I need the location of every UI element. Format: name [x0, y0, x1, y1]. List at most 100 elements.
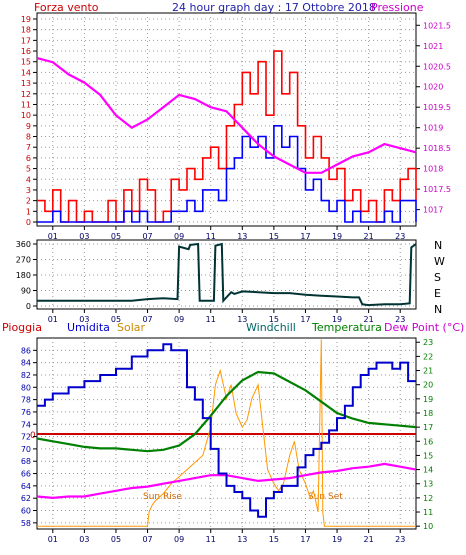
pressure-axis-title: Pressione	[371, 1, 424, 14]
dir-label-w: W	[434, 255, 445, 268]
wind-axis-title: Forza vento	[34, 1, 99, 14]
temperature-y-tick-label: 10	[423, 522, 433, 531]
sun-rise-label: Sun Rise	[143, 492, 182, 502]
chart-title: 24 hour graph day : 17 Ottobre 2018	[172, 1, 376, 14]
top-x-tick-label: 11	[206, 232, 216, 241]
wind-y-tick-label: 9	[26, 122, 31, 131]
direction-y-tick-label: 90	[21, 287, 31, 296]
legend-temperatura: Temperatura	[311, 321, 382, 334]
mid-x-tick-label: 05	[111, 315, 121, 324]
temperature-y-tick-label: 13	[423, 480, 433, 489]
umidita-series-line	[37, 343, 416, 518]
pressure-y-tick-label: 1017	[423, 206, 443, 215]
top-x-tick-label: 01	[48, 232, 58, 241]
top-x-tick-label: 23	[395, 232, 405, 241]
temperature-y-tick-label: 12	[423, 494, 433, 503]
umidita-y-tick-label: 66	[21, 470, 31, 479]
wind-y-tick-label: 17	[21, 36, 31, 45]
umidita-y-tick-label: 86	[21, 346, 31, 355]
pressure-y-tick-label: 1019	[423, 124, 443, 133]
legend-dewpoint: Dew Point (°C)	[384, 321, 464, 334]
wind-y-tick-label: 18	[21, 26, 31, 35]
umidita-y-tick-label: 60	[21, 507, 31, 516]
pressure-y-tick-label: 1018	[423, 165, 443, 174]
temperature-series-line	[36, 370, 417, 453]
bottom-x-tick-label: 05	[111, 535, 121, 544]
dir-label-s: S	[434, 271, 441, 284]
umidita-y-tick-label: 62	[21, 494, 31, 503]
top-x-tick-label: 05	[111, 232, 121, 241]
wind-y-tick-label: 16	[21, 47, 31, 56]
wind-y-tick-label: 19	[21, 15, 31, 24]
mid-x-tick-label: 23	[395, 315, 405, 324]
wind-y-tick-label: 7	[26, 143, 31, 152]
wind-y-tick-label: 14	[21, 68, 31, 77]
pressure-y-tick-label: 1017.5	[423, 185, 451, 194]
top-x-tick-label: 07	[142, 232, 152, 241]
mid-x-tick-label: 09	[174, 315, 184, 324]
temperature-y-tick-label: 17	[423, 423, 433, 432]
bottom-x-tick-label: 13	[237, 535, 247, 544]
umidita-y-tick-label: 78	[21, 396, 31, 405]
top-x-tick-label: 21	[364, 232, 374, 241]
bottom-x-tick-label: 01	[48, 535, 58, 544]
mid-x-tick-label: 19	[332, 315, 342, 324]
wind-y-tick-label: 15	[21, 58, 31, 67]
mid-x-tick-label: 03	[79, 315, 89, 324]
umidita-y-tick-label: 76	[21, 408, 31, 417]
rain-zero-label: 0	[30, 431, 36, 441]
wind-y-tick-label: 1	[26, 207, 31, 216]
mid-x-tick-label: 15	[269, 315, 279, 324]
gust-series-line	[37, 125, 417, 223]
direction-y-tick-label: 0	[26, 302, 31, 311]
mid-x-tick-label: 01	[48, 315, 58, 324]
umidita-y-tick-label: 68	[21, 457, 31, 466]
umidita-y-tick-label: 72	[21, 433, 31, 442]
temperature-y-tick-label: 19	[423, 395, 433, 404]
umidita-y-tick-label: 82	[21, 371, 31, 380]
umidita-y-tick-label: 70	[21, 445, 31, 454]
wind-y-tick-label: 13	[21, 79, 31, 88]
top-x-tick-label: 17	[300, 232, 310, 241]
mid-x-tick-label: 21	[364, 315, 374, 324]
top-x-tick-label: 15	[269, 232, 279, 241]
top-x-tick-label: 03	[79, 232, 89, 241]
bottom-x-tick-label: 03	[79, 535, 89, 544]
sun-set-label: Sun Set	[308, 492, 343, 502]
bottom-x-tick-label: 09	[174, 535, 184, 544]
bottom-x-tick-label: 07	[142, 535, 152, 544]
temperature-y-tick-label: 18	[423, 409, 433, 418]
legend-solar: Solar	[117, 321, 146, 334]
temperature-y-tick-label: 11	[423, 508, 433, 517]
temperature-y-tick-label: 20	[423, 381, 433, 390]
umidita-y-tick-label: 58	[21, 519, 31, 528]
pressure-y-tick-label: 1019.5	[423, 103, 451, 112]
top-x-tick-label: 09	[174, 232, 184, 241]
temperature-y-tick-label: 15	[423, 451, 433, 460]
temperature-y-tick-label: 22	[423, 352, 433, 361]
legend-pioggia: Pioggia	[2, 321, 42, 334]
direction-y-tick-label: 270	[16, 256, 31, 265]
pressure-y-tick-label: 1021	[423, 42, 443, 51]
mid-x-tick-label: 13	[237, 315, 247, 324]
wind-y-tick-label: 2	[26, 197, 31, 206]
umidita-y-tick-label: 64	[21, 482, 31, 491]
umidita-y-tick-label: 80	[21, 383, 31, 392]
mid-x-tick-label: 11	[206, 315, 216, 324]
wind-y-tick-label: 11	[21, 100, 31, 109]
pressure-y-tick-label: 1021.5	[423, 21, 451, 30]
pressure-y-tick-label: 1020.5	[423, 62, 451, 71]
bottom-x-tick-label: 11	[206, 535, 216, 544]
wind-y-tick-label: 3	[26, 186, 31, 195]
wind-y-tick-label: 8	[26, 133, 31, 142]
bottom-x-tick-label: 21	[364, 535, 374, 544]
pressure-y-tick-label: 1020	[423, 83, 443, 92]
bottom-x-tick-label: 15	[269, 535, 279, 544]
mid-x-tick-label: 17	[300, 315, 310, 324]
solar-series-line	[37, 339, 416, 527]
pressure-series-line	[36, 57, 417, 174]
temperature-y-tick-label: 23	[423, 338, 433, 347]
dir-label-n2: N	[434, 303, 442, 316]
legend-umidita: Umidita	[67, 321, 110, 334]
bottom-x-tick-label: 17	[300, 535, 310, 544]
